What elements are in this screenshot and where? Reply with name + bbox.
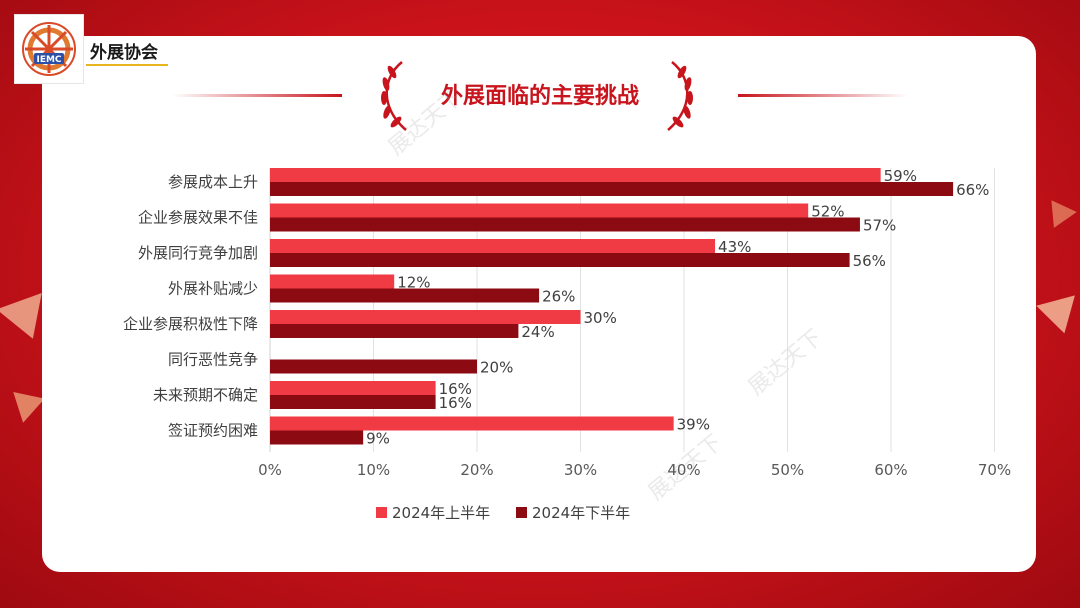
x-tick-label: 0% xyxy=(258,461,282,479)
data-label: 16% xyxy=(439,394,472,412)
category-label: 企业参展积极性下降 xyxy=(123,315,258,333)
data-label: 12% xyxy=(397,274,430,292)
x-tick-label: 30% xyxy=(564,461,597,479)
bar xyxy=(270,381,436,395)
bar xyxy=(270,217,860,232)
category-label: 未来预期不确定 xyxy=(153,386,258,404)
legend-label: 2024年上半年 xyxy=(392,504,490,522)
bar xyxy=(270,253,850,267)
data-label: 59% xyxy=(884,167,917,185)
data-label: 30% xyxy=(584,309,617,327)
bar xyxy=(270,239,716,253)
category-label: 企业参展效果不佳 xyxy=(138,209,258,227)
bar xyxy=(270,288,540,303)
x-tick-label: 10% xyxy=(357,461,390,479)
data-label: 57% xyxy=(863,217,896,235)
bar xyxy=(270,310,581,324)
category-label: 参展成本上升 xyxy=(168,173,258,191)
data-label: 9% xyxy=(366,430,390,448)
bar xyxy=(270,324,519,338)
title-rule-right xyxy=(738,94,908,97)
data-label: 26% xyxy=(542,288,575,306)
ship-wheel-icon: IEMC xyxy=(22,22,76,76)
content-card xyxy=(42,36,1036,572)
bar xyxy=(270,359,477,374)
data-label: 16% xyxy=(439,380,472,398)
data-label: 24% xyxy=(521,323,554,341)
data-label: 43% xyxy=(718,238,751,256)
x-tick-label: 60% xyxy=(874,461,907,479)
title-rule-left xyxy=(172,94,342,97)
legend-swatch xyxy=(516,507,527,518)
category-label: 外展补贴减少 xyxy=(168,280,258,298)
bar xyxy=(270,203,809,218)
data-label: 66% xyxy=(956,181,989,199)
association-logo: IEMC xyxy=(14,14,84,84)
category-label: 签证预约困难 xyxy=(168,422,258,440)
bar xyxy=(270,430,364,445)
bar xyxy=(270,395,436,409)
data-label: 56% xyxy=(853,252,886,270)
page-title: 外展面临的主要挑战 xyxy=(440,84,639,109)
logo-text: IEMC xyxy=(36,55,61,65)
x-tick-label: 70% xyxy=(978,461,1011,479)
data-label: 20% xyxy=(480,359,513,377)
data-label: 39% xyxy=(677,416,710,434)
bar xyxy=(270,416,674,431)
x-tick-label: 20% xyxy=(460,461,493,479)
legend-label: 2024年下半年 xyxy=(532,504,630,522)
brand-name: 外展协会 xyxy=(90,43,158,63)
bar xyxy=(270,182,954,196)
x-tick-label: 40% xyxy=(667,461,700,479)
laurel-left-icon xyxy=(381,61,407,131)
bar xyxy=(270,274,395,289)
x-tick-label: 50% xyxy=(771,461,804,479)
category-label: 外展同行竞争加剧 xyxy=(138,244,258,262)
category-label: 同行恶性竞争 xyxy=(168,351,258,369)
laurel-right-icon xyxy=(667,61,693,131)
brand-underline xyxy=(86,64,168,66)
bar xyxy=(270,168,881,182)
data-label: 52% xyxy=(811,203,844,221)
legend-swatch xyxy=(376,507,387,518)
